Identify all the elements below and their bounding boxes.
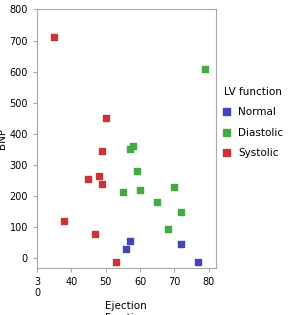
Point	[203, 66, 208, 71]
Legend: Normal, Diastolic, Systolic: Normal, Diastolic, Systolic	[223, 87, 283, 158]
Point	[124, 247, 129, 252]
Point	[172, 184, 177, 189]
Point	[127, 239, 132, 244]
Point	[179, 209, 184, 214]
Point	[131, 144, 136, 149]
Y-axis label: BNP: BNP	[0, 128, 7, 149]
Point	[96, 174, 101, 179]
Point	[134, 169, 139, 174]
Point	[138, 187, 143, 192]
Point	[165, 226, 170, 232]
Point	[127, 147, 132, 152]
Point	[114, 259, 119, 264]
Point	[62, 219, 67, 224]
Point	[52, 35, 57, 40]
Point	[100, 181, 105, 186]
Point	[100, 149, 105, 154]
Point	[93, 231, 98, 236]
Point	[179, 242, 184, 247]
X-axis label: Ejection
Fraction: Ejection Fraction	[105, 301, 147, 315]
Point	[103, 116, 108, 121]
Point	[120, 189, 125, 194]
Point	[155, 200, 160, 205]
Point	[196, 259, 201, 264]
Point	[86, 176, 91, 181]
